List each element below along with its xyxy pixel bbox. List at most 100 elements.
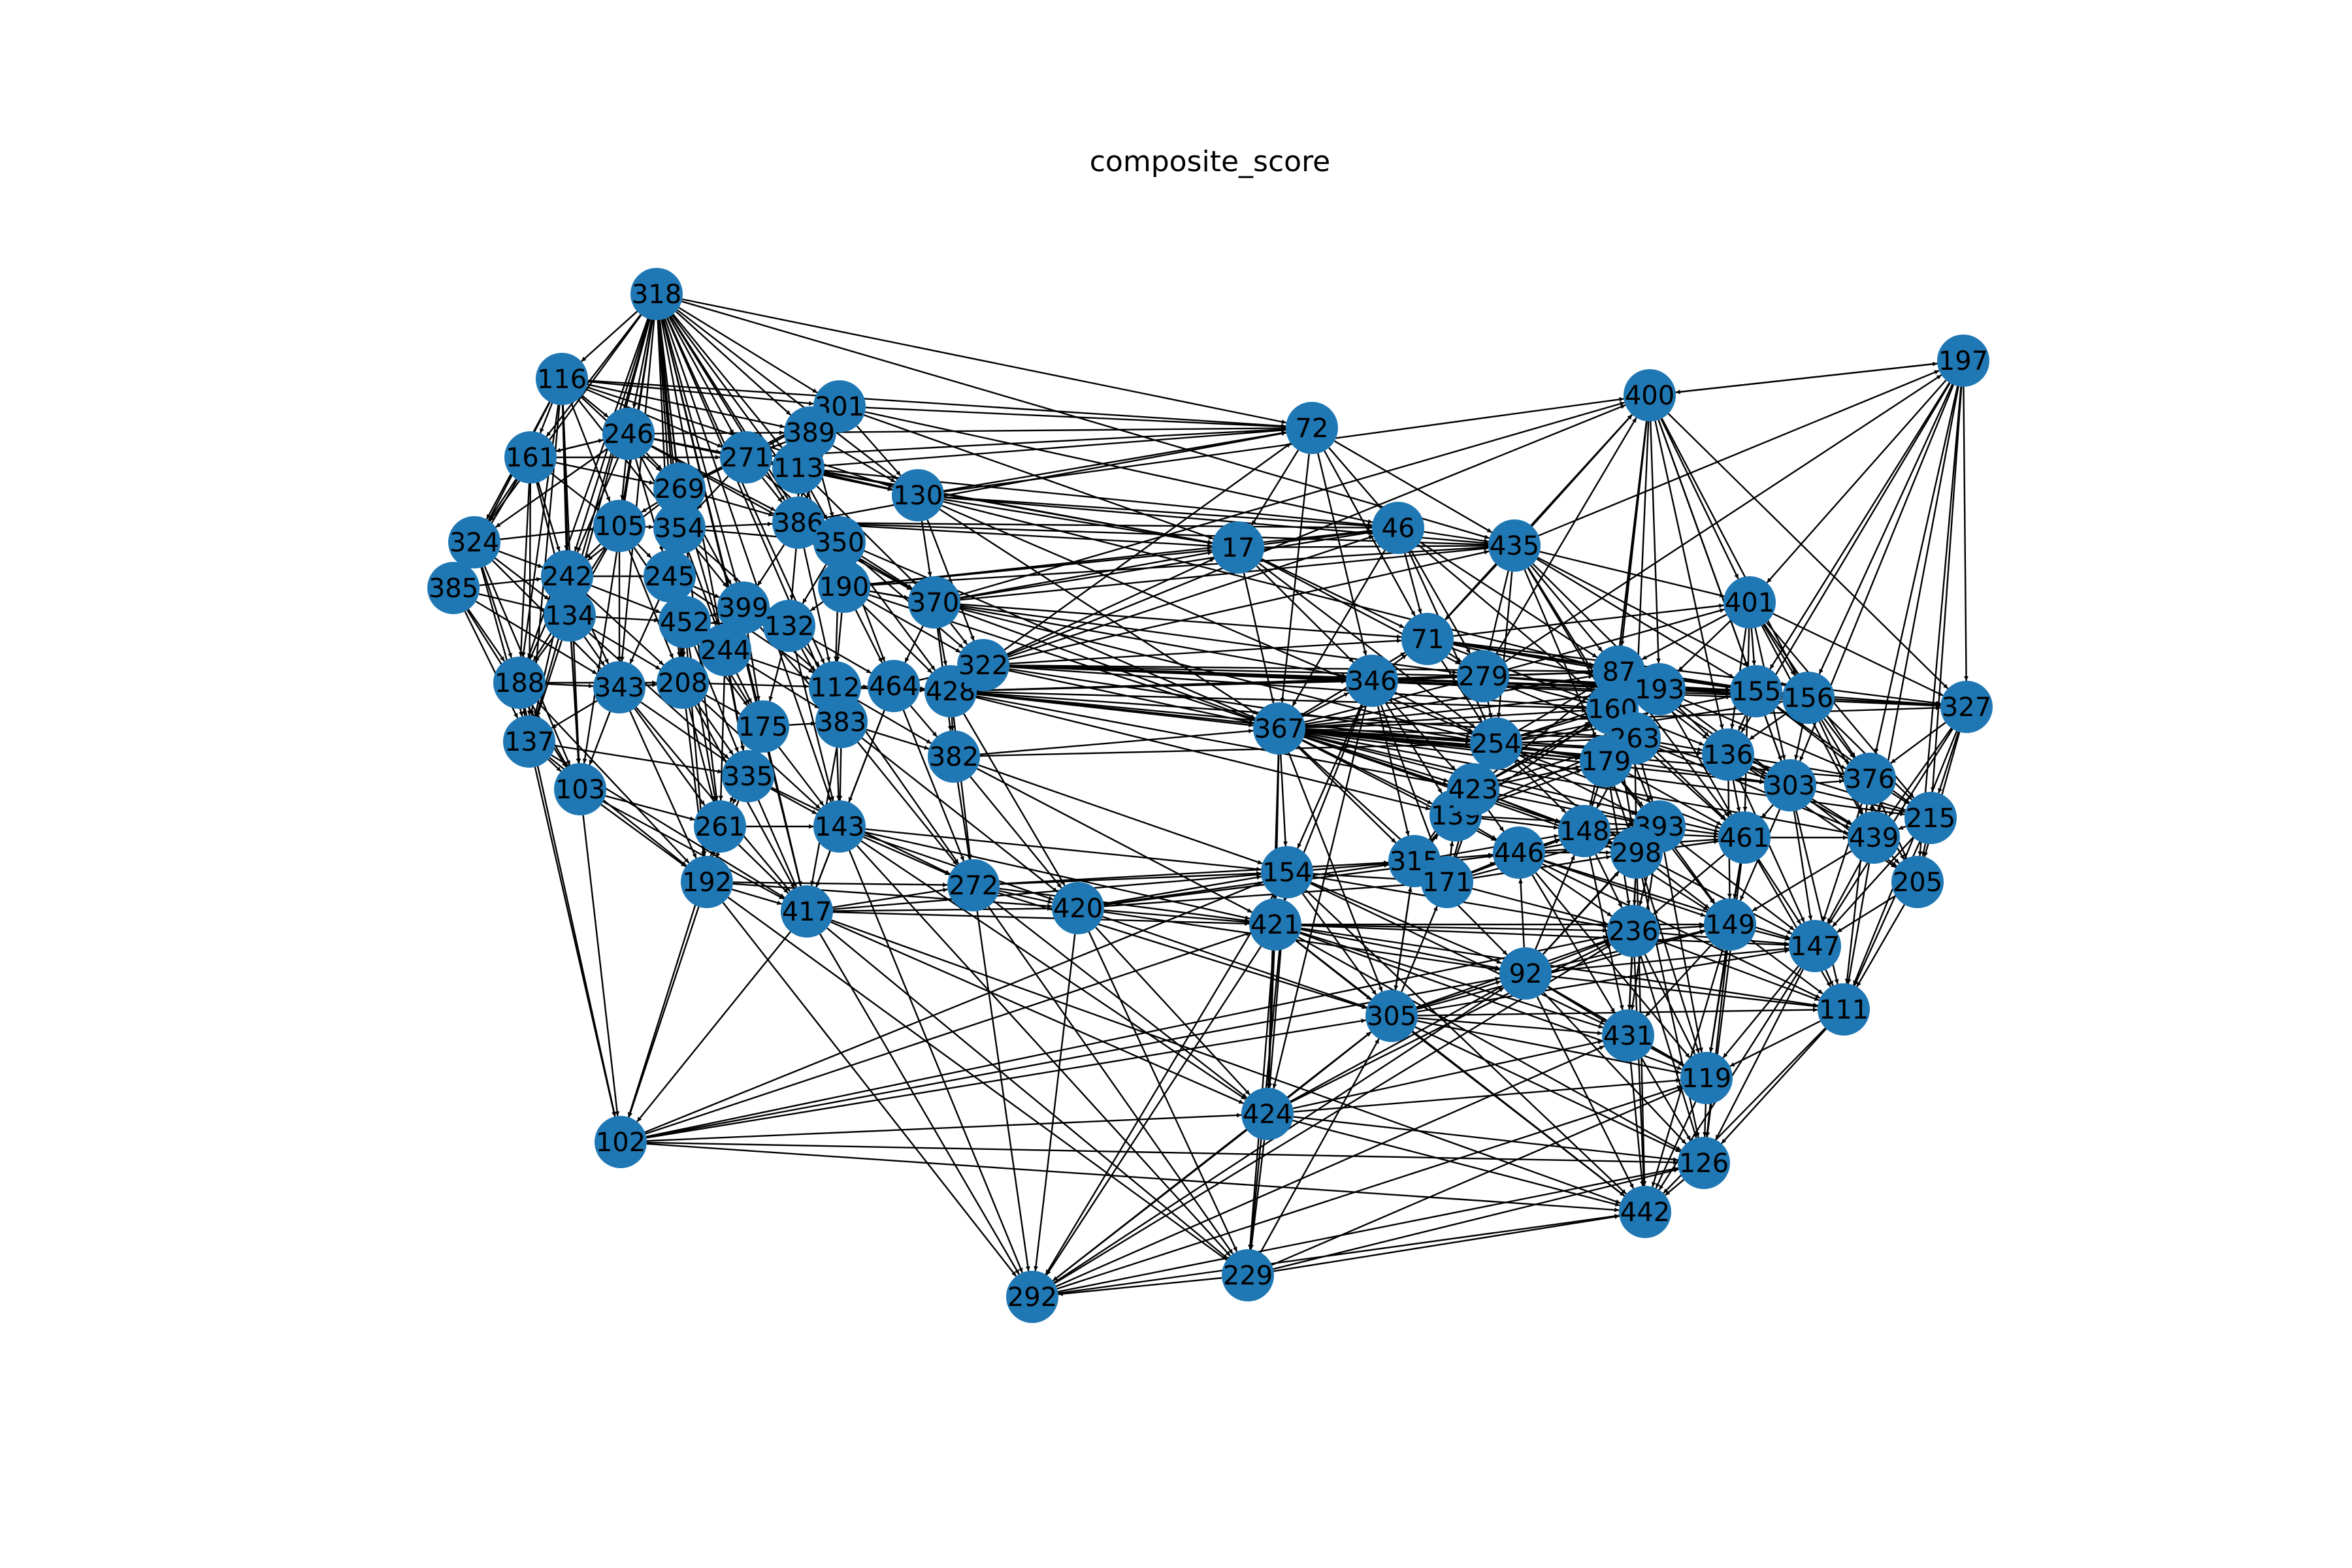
node-label: 442 [1620,1198,1670,1228]
edge-46-to-160 [1417,544,1593,693]
edge-421-to-147 [1301,924,1789,947]
edge-305-to-92 [1416,980,1501,1009]
edge-370-to-367 [958,610,1255,721]
node-92: 92 [1499,947,1552,1000]
node-circle [1401,613,1454,665]
node-circle [1447,763,1499,815]
node-label: 298 [1612,838,1661,868]
edge-446-to-111 [1542,863,1821,999]
node-circle [1680,1052,1733,1104]
edge-161-to-188 [518,483,531,657]
edge-367-to-305 [1288,752,1383,992]
node-circle [493,657,546,709]
node-17: 17 [1212,521,1264,574]
node-244: 244 [699,624,751,676]
node-circle [602,408,655,460]
node-circle [1499,947,1552,1000]
edge-428-to-423 [976,695,1448,786]
edge-208-to-112 [708,683,809,689]
node-298: 298 [1610,826,1663,879]
edge-393-to-149 [1674,847,1716,904]
node-circle [653,463,706,515]
edge-318-to-435 [681,301,1490,540]
edge-119-to-442 [1655,1101,1697,1189]
edge-303-to-461 [1761,804,1774,819]
edge-269-to-105 [641,502,658,513]
edge-190-to-435 [870,545,1489,586]
edge-102-to-424 [646,1113,1242,1142]
node-circle [1940,681,1993,733]
edge-318-to-143 [664,318,832,802]
edge-197-to-155 [1769,382,1950,670]
edge-420-to-424 [1095,926,1250,1096]
node-label: 72 [1296,414,1329,444]
node-105: 105 [593,500,645,552]
edge-103-to-192 [600,804,687,868]
node-346: 346 [1346,655,1398,707]
node-label: 149 [1705,910,1755,940]
edge-161-to-105 [550,472,600,511]
node-circle [694,800,746,853]
edge-197-to-327 [1963,386,1969,681]
node-label: 155 [1731,677,1781,707]
edge-271-to-386 [762,477,783,503]
edge-382-to-154 [978,764,1263,865]
edge-382-to-420 [970,776,1062,889]
edge-190-to-322 [866,598,961,653]
edge-156-to-327 [1834,698,1941,708]
node-circle [1891,856,1944,908]
edge-46-to-435 [1424,531,1489,544]
edge-161-to-242 [537,482,561,552]
node-399: 399 [717,581,770,634]
edge-208-to-175 [705,694,741,715]
edge-197-to-205 [1918,386,1962,857]
node-156: 156 [1782,672,1835,724]
node-label: 370 [909,588,959,618]
edge-71-to-400 [1445,414,1633,621]
edge-17-to-435 [1264,543,1489,548]
edge-383-to-143 [838,747,843,801]
node-label: 318 [632,280,681,310]
node-label: 385 [429,574,478,604]
edge-130-to-17 [943,498,1213,545]
node-46: 46 [1372,502,1424,554]
node-label: 87 [1603,657,1636,687]
node-label: 103 [555,775,605,805]
node-circle [737,700,789,753]
edge-148-to-236 [1595,854,1623,908]
node-370: 370 [908,576,960,629]
node-label: 137 [504,727,554,757]
node-label: 335 [723,762,773,792]
node-188: 188 [493,657,546,709]
edge-346-to-154 [1297,704,1362,849]
edge-132-to-175 [768,651,784,702]
edge-305-to-126 [1414,1026,1681,1153]
edge-229-to-442 [1273,1214,1620,1272]
node-circle [1212,521,1264,574]
edge-279-to-160 [1508,681,1588,704]
edge-272-to-315 [999,860,1389,885]
edge-343-to-103 [589,711,611,766]
edge-193-to-136 [1678,706,1710,738]
edge-383-to-420 [861,737,1058,893]
edge-149-to-147 [1755,930,1790,941]
edge-134-to-452 [595,616,659,623]
node-circle [717,581,770,634]
edge-147-to-126 [1715,969,1804,1140]
node-circle [1702,728,1754,781]
edge-279-to-87 [1509,670,1593,676]
edge-435-to-279 [1488,570,1509,651]
node-label: 46 [1382,514,1415,544]
edge-116-to-389 [587,384,785,429]
edge-254-to-160 [1520,715,1588,737]
edge-188-to-343 [545,683,594,689]
edge-156-to-136 [1749,712,1788,740]
edge-354-to-244 [687,552,717,626]
edge-428-to-382 [950,717,955,731]
edge-446-to-431 [1531,874,1616,1014]
node-circle [593,500,645,552]
node-190: 190 [818,561,870,613]
node-134: 134 [544,589,596,642]
edge-71-to-327 [1453,641,1941,706]
node-circle [1457,650,1509,702]
